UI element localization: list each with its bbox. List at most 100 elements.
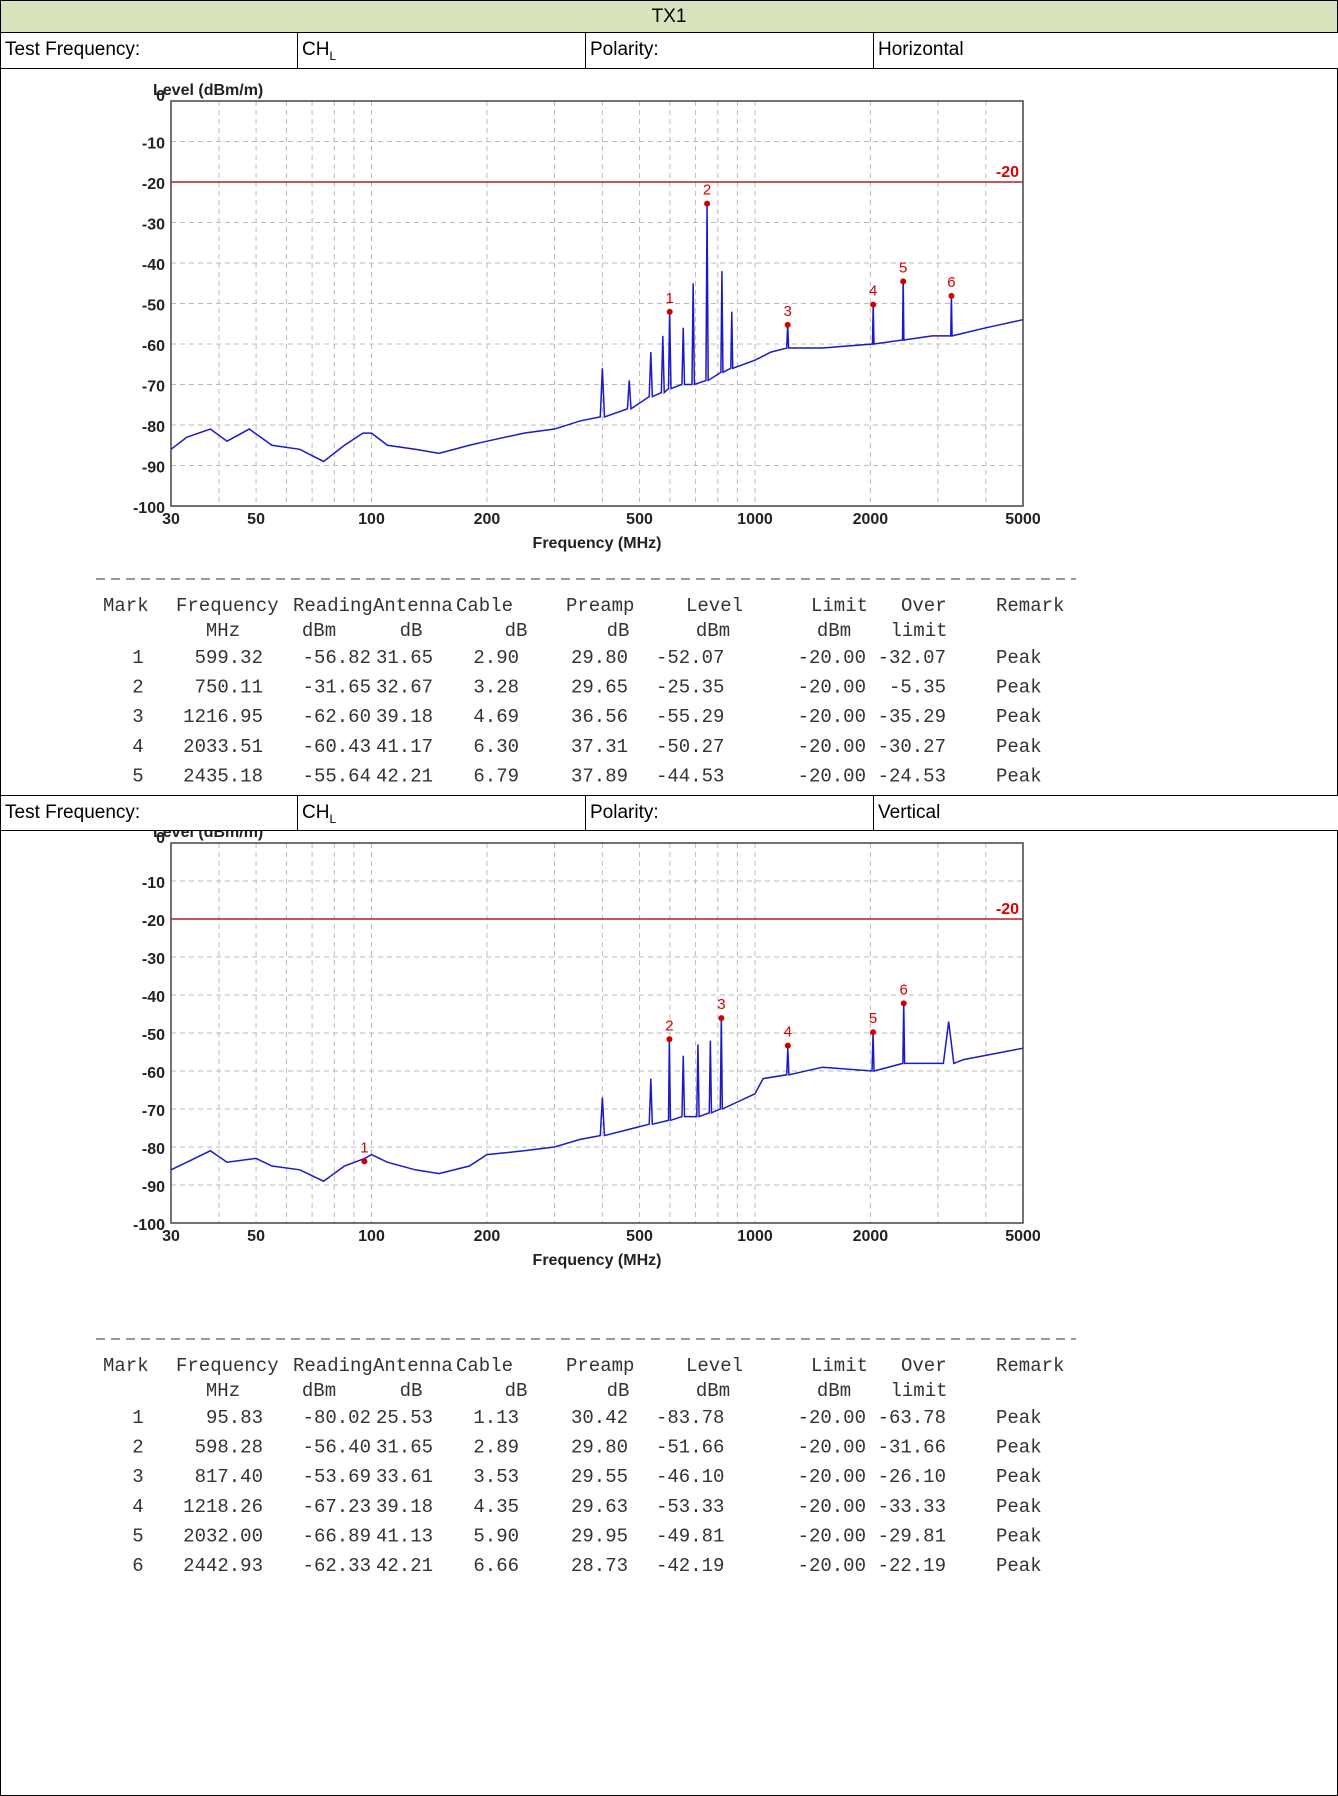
table-cell: 3.28 (473, 677, 519, 699)
marker (666, 308, 673, 315)
table-cell: Peak (996, 736, 1042, 758)
column-header: Remark (996, 595, 1064, 617)
column-header: Level (686, 1355, 743, 1377)
channel: CH (302, 802, 330, 823)
table-cell: 6.79 (473, 765, 519, 787)
y-tick-label: -10 (142, 136, 165, 153)
table-cell: -83.78 (656, 1407, 724, 1429)
x-tick-label: 2000 (853, 1228, 889, 1245)
x-tick-label: 100 (358, 1228, 385, 1245)
table-cell: -42.19 (656, 1555, 724, 1577)
table-cell: 95.83 (206, 1407, 263, 1429)
table-cell: -55.64 (303, 765, 371, 787)
table-cell: 3.53 (473, 1466, 519, 1488)
marker-label: 1 (360, 1139, 368, 1156)
channel: CH (302, 39, 330, 60)
y-tick-label: 0 (156, 88, 165, 105)
table-cell: -5.35 (889, 677, 946, 699)
marker (870, 301, 877, 308)
marker (900, 278, 907, 285)
table-cell: 5 (132, 765, 143, 787)
column-unit: dB (400, 620, 423, 642)
column-unit: dBm (696, 1380, 730, 1402)
table-cell: 29.65 (571, 677, 628, 699)
y-tick-label: -70 (142, 379, 165, 396)
table-cell: -33.33 (878, 1496, 946, 1518)
y-tick-label: -70 (142, 1103, 165, 1120)
y-axis-label: Level (dBm/m) (153, 831, 263, 841)
channel-subscript: L (329, 48, 337, 63)
y-tick-label: -20 (142, 176, 165, 193)
table-cell: -20.00 (798, 706, 866, 728)
table-cell: 29.80 (571, 647, 628, 669)
marker-label: 4 (869, 283, 877, 300)
marker-label: 5 (899, 259, 907, 276)
table-cell: 36.56 (571, 706, 628, 728)
table-cell: -49.81 (656, 1525, 724, 1547)
column-header: Limit (811, 595, 868, 617)
y-tick-label: -60 (142, 338, 165, 355)
column-unit: dBm (696, 620, 730, 642)
y-tick-label: -40 (142, 989, 165, 1006)
x-tick-label: 500 (626, 1228, 653, 1245)
marker (704, 200, 711, 207)
marker (784, 321, 791, 328)
table-cell: -20.00 (798, 1437, 866, 1459)
x-tick-label: 100 (358, 511, 385, 528)
table-cell: 4.69 (473, 706, 519, 728)
table-cell: -63.78 (878, 1407, 946, 1429)
table-cell: -80.02 (303, 1407, 371, 1429)
table-cell: -30.27 (878, 736, 946, 758)
marker (948, 292, 955, 299)
table-cell: -20.00 (798, 765, 866, 787)
y-tick-label: -50 (142, 298, 165, 315)
table-cell: Peak (996, 1466, 1042, 1488)
marker-label: 6 (900, 981, 908, 998)
table-cell: -35.29 (878, 706, 946, 728)
trace (170, 202, 1024, 463)
table-cell: 3 (132, 1466, 143, 1488)
table-cell: 37.89 (571, 765, 628, 787)
y-tick-label: -80 (142, 1141, 165, 1158)
table-cell: Peak (996, 1555, 1042, 1577)
marker (900, 1000, 907, 1007)
table-cell: -20.00 (798, 1555, 866, 1577)
polarity-cell: Vertical (873, 795, 1338, 831)
table-cell: 39.18 (376, 1496, 433, 1518)
marker-label: 2 (665, 1017, 673, 1034)
table-cell: 2 (132, 1437, 143, 1459)
table-cell: 25.53 (376, 1407, 433, 1429)
column-unit: MHz (206, 1380, 240, 1402)
table-cell: -56.40 (303, 1437, 371, 1459)
column-header: Remark (996, 1355, 1064, 1377)
table-cell: -66.89 (303, 1525, 371, 1547)
y-tick-label: -40 (142, 257, 165, 274)
table-cell: 598.28 (195, 1437, 263, 1459)
column-header: Over (901, 595, 947, 617)
table-cell: -20.00 (798, 677, 866, 699)
column-header: Mark (103, 595, 149, 617)
table-cell: -29.81 (878, 1525, 946, 1547)
column-header: Level (686, 595, 743, 617)
column-unit: limit (890, 1380, 947, 1402)
column-header: Over (901, 1355, 947, 1377)
table-cell: Peak (996, 677, 1042, 699)
table-cell: 6.30 (473, 736, 519, 758)
table-cell: -67.23 (303, 1496, 371, 1518)
table-cell: 6 (132, 1555, 143, 1577)
column-unit: dBm (302, 1380, 336, 1402)
table-cell: -53.69 (303, 1466, 371, 1488)
table-cell: -44.53 (656, 765, 724, 787)
table-cell: 4.35 (473, 1496, 519, 1518)
y-tick-label: -30 (142, 951, 165, 968)
column-header: Reading (293, 595, 373, 617)
table-cell: 29.63 (571, 1496, 628, 1518)
table-cell: -24.53 (878, 765, 946, 787)
column-unit: dB (505, 620, 528, 642)
x-tick-label: 200 (474, 1228, 501, 1245)
column-header: Antenna (373, 1355, 453, 1377)
plot-frame (170, 842, 1024, 1224)
polarity-cell: Horizontal (873, 32, 1338, 69)
table-cell: -20.00 (798, 1525, 866, 1547)
